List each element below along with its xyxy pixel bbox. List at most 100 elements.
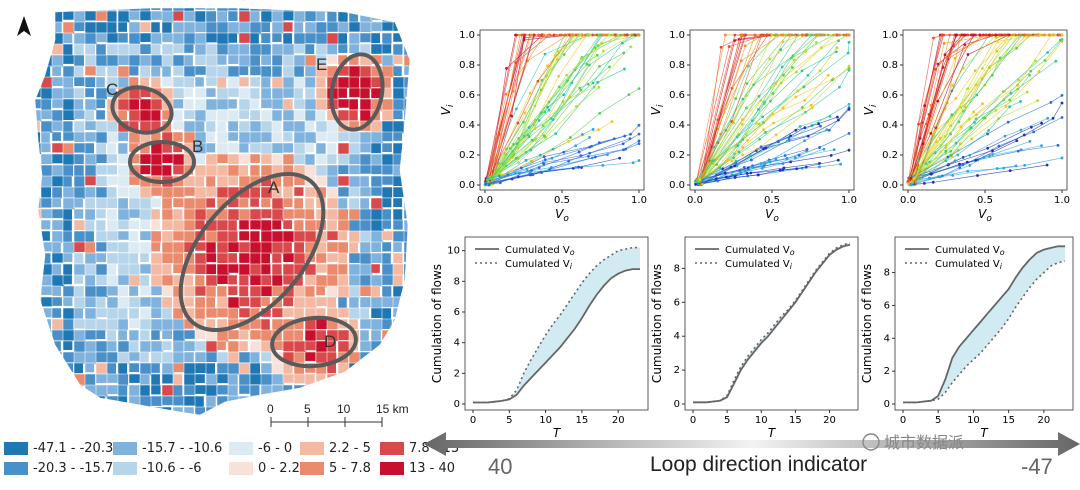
scatter-point	[995, 167, 999, 170]
scatter-lines	[483, 33, 641, 187]
map-cell	[73, 274, 84, 285]
y-tick-label: 8	[884, 268, 890, 279]
scatter-point	[1008, 169, 1012, 173]
scatter-point	[997, 117, 1000, 120]
map-cell	[260, 296, 271, 307]
map-cell	[183, 296, 195, 308]
scatter-point	[847, 40, 851, 44]
map-cell	[117, 21, 128, 33]
scatter-point	[1043, 59, 1047, 62]
scatter-point	[551, 118, 555, 121]
map-cell	[337, 21, 349, 33]
map-cell	[161, 329, 173, 340]
map-cell	[238, 230, 250, 241]
scatter-point	[524, 150, 528, 154]
x-tick-label: 15	[789, 415, 802, 426]
scatter-point	[1006, 120, 1010, 124]
y-tick-label: 0.2	[669, 150, 685, 161]
scatter-point	[529, 33, 533, 37]
scatter-point	[951, 173, 955, 177]
scatter-point	[956, 153, 960, 157]
scatter-point	[936, 99, 940, 103]
map-cell	[260, 32, 271, 44]
scatter-lines	[693, 33, 851, 187]
ellipse-region-a	[178, 171, 326, 333]
scatter-point	[780, 65, 784, 69]
scatter-point	[590, 144, 593, 148]
scatter-point	[968, 117, 971, 121]
scatter-point	[961, 66, 965, 70]
scatter-point	[912, 177, 916, 181]
scatter-point	[959, 105, 963, 109]
scatter-point	[612, 137, 616, 141]
legend-item: -15.7 - -10.6	[113, 441, 222, 456]
scatter-point	[783, 154, 787, 157]
y-axis-label: Vi	[439, 104, 456, 115]
map-cell	[73, 197, 84, 209]
map-cell	[106, 164, 118, 175]
scatter-point	[906, 182, 910, 186]
legend-label: -47.1 - -20.3	[33, 441, 114, 456]
scatter-point	[817, 122, 820, 126]
scatter-point	[546, 105, 550, 109]
map-cell	[337, 43, 348, 54]
map-cell	[238, 109, 250, 120]
map-cell	[392, 219, 404, 231]
map-cell	[260, 208, 272, 219]
scatter-point	[1009, 91, 1013, 95]
legend-label: Cumulated Vi	[725, 259, 793, 271]
map-cell	[205, 8, 216, 11]
map-cell	[370, 142, 382, 154]
scatter-point	[794, 95, 798, 99]
scatter-point	[598, 111, 602, 115]
scatter-point	[516, 121, 520, 125]
scatter-point	[518, 33, 522, 37]
map-cell	[238, 197, 249, 208]
scatter-point	[929, 131, 933, 135]
x-tick-label: 0.5	[764, 195, 780, 206]
y-axis-label: Cumulation of flows	[430, 264, 444, 383]
scatter-point	[1056, 143, 1060, 147]
choropleth-map: A B C D E 0 5 10 15 km	[17, 7, 411, 427]
scatter-point	[986, 132, 989, 136]
scatter-point	[562, 53, 566, 56]
scatter-point	[794, 128, 798, 132]
scatter-point	[938, 136, 942, 140]
scatter-point	[623, 134, 627, 138]
scatter-point	[826, 73, 830, 77]
map-cell	[238, 219, 250, 230]
map-cell	[238, 340, 249, 352]
scatter-point	[949, 149, 953, 153]
scatter-point	[637, 87, 641, 91]
scatter-point	[1028, 73, 1031, 77]
scatter-point	[774, 133, 778, 137]
x-tick-label: 0.0	[900, 195, 916, 206]
scatter-point	[787, 136, 791, 140]
scatter-point	[616, 33, 620, 37]
legend-label: Cumulated Vi	[935, 259, 1003, 271]
map-cell	[381, 142, 393, 153]
scatter-point	[974, 117, 978, 121]
scatter-point	[1016, 84, 1020, 87]
y-tick-label: 0.6	[882, 90, 898, 101]
scatter-point	[543, 52, 547, 56]
x-tick-label: 20	[823, 415, 836, 426]
scatter-series-line	[698, 159, 839, 185]
scatter-point	[593, 155, 597, 159]
scatter-point	[809, 103, 813, 107]
scatter-point	[958, 142, 962, 146]
map-cell	[84, 197, 96, 209]
scatter-point	[846, 51, 850, 55]
scatter-point	[602, 33, 606, 37]
scatter-point	[791, 66, 794, 69]
scale-tick-5: 5	[304, 402, 311, 416]
scatter-point	[598, 64, 601, 68]
scatter-point	[542, 155, 546, 159]
scatter-point	[803, 98, 807, 102]
legend-item: -20.3 - -15.7	[4, 461, 113, 476]
x-tick-label: 15	[576, 415, 589, 426]
scatter-point	[736, 144, 740, 147]
map-cell	[260, 274, 272, 286]
scatter-point	[517, 161, 520, 164]
scatter-point	[741, 146, 745, 149]
